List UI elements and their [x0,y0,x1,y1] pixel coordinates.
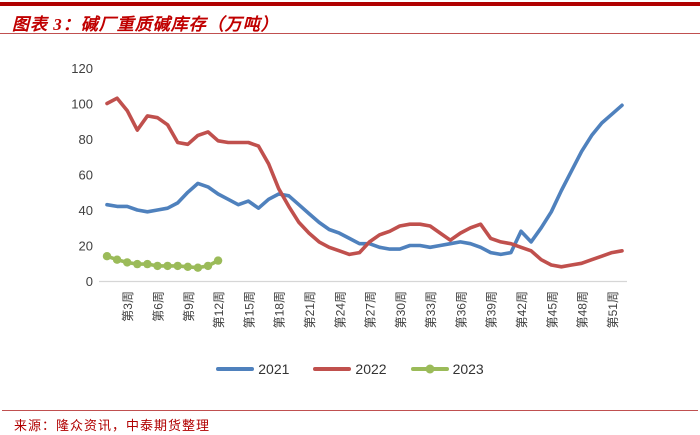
y-axis-tick-label: 40 [79,203,93,218]
figure-title: 图表 3：碱厂重质碱库存（万吨） [12,15,279,34]
legend-swatch-2023 [410,364,449,374]
x-axis-tick-label: 第39周 [485,291,499,328]
y-axis-tick-label: 100 [71,97,93,112]
chart-canvas: 0 20 40 60 80 100 120 第3周 第6周 第9周 第12周 第15周 第18周 第21周… [71,61,627,328]
x-axis-tick-label: 第6周 [151,291,165,322]
chart-legend: 2021 2022 2023 [0,361,700,377]
x-axis-tick-label: 第18周 [273,291,287,328]
legend-item-2022: 2022 [313,361,387,377]
inventory-line-chart: 0 20 40 60 80 100 120 第3周 第6周 第9周 第12周 第15周 第18周 第21周… [0,52,700,352]
legend-label-2022: 2022 [355,361,387,377]
x-axis-tick-label: 第30周 [394,291,408,328]
series-marker-2023 [173,261,182,271]
y-axis-tick-label: 0 [86,274,93,289]
title-divider [0,33,700,34]
series-line-2021 [105,103,624,257]
series-marker-2023 [183,262,192,271]
legend-marker-dot-2023 [425,364,435,374]
y-axis-tick-label: 120 [71,61,93,76]
x-axis-tick-label: 第15周 [242,291,256,328]
series-marker-2023 [123,258,132,267]
x-axis-tick-label: 第9周 [182,291,196,322]
x-axis-tick-label: 第12周 [212,291,226,328]
x-axis-tick-label: 第42周 [515,291,529,328]
x-axis-tick-label: 第45周 [545,291,559,328]
series-marker-2023 [213,256,223,265]
legend-label-2023: 2023 [452,361,484,377]
y-axis-tick-label: 80 [79,132,93,147]
legend-swatch-2021 [216,367,255,371]
legend-label-2021: 2021 [258,361,290,377]
footer-divider [2,410,698,411]
series-marker-2023 [133,259,142,269]
x-axis-tick-label: 第24周 [333,291,347,328]
series-line-2022 [105,96,624,269]
y-axis-tick-label: 20 [79,239,93,254]
series-marker-2023 [163,261,172,271]
series-marker-2023 [193,263,203,272]
series-marker-2023 [143,259,152,269]
x-axis-tick-label: 第3周 [121,291,135,322]
legend-item-2021: 2021 [216,361,289,377]
x-axis-tick-label: 第33周 [424,291,438,328]
series-marker-2023 [203,261,213,271]
legend-item-2023: 2023 [410,361,484,377]
x-axis-tick-label: 第27周 [364,291,378,328]
series-marker-2023 [112,255,122,264]
source-note: 来源：隆众资讯，中泰期货整理 [14,418,211,433]
y-axis-tick-label: 60 [79,168,93,183]
x-axis-tick-label: 第21周 [303,291,317,328]
series-marker-2023 [102,252,112,261]
legend-swatch-2022 [313,367,352,371]
top-divider [0,2,700,6]
x-axis-tick-label: 第36周 [454,291,468,328]
x-axis-tick-label: 第51周 [606,291,620,328]
x-axis-tick-label: 第48周 [576,291,590,328]
series-marker-2023 [153,261,162,271]
